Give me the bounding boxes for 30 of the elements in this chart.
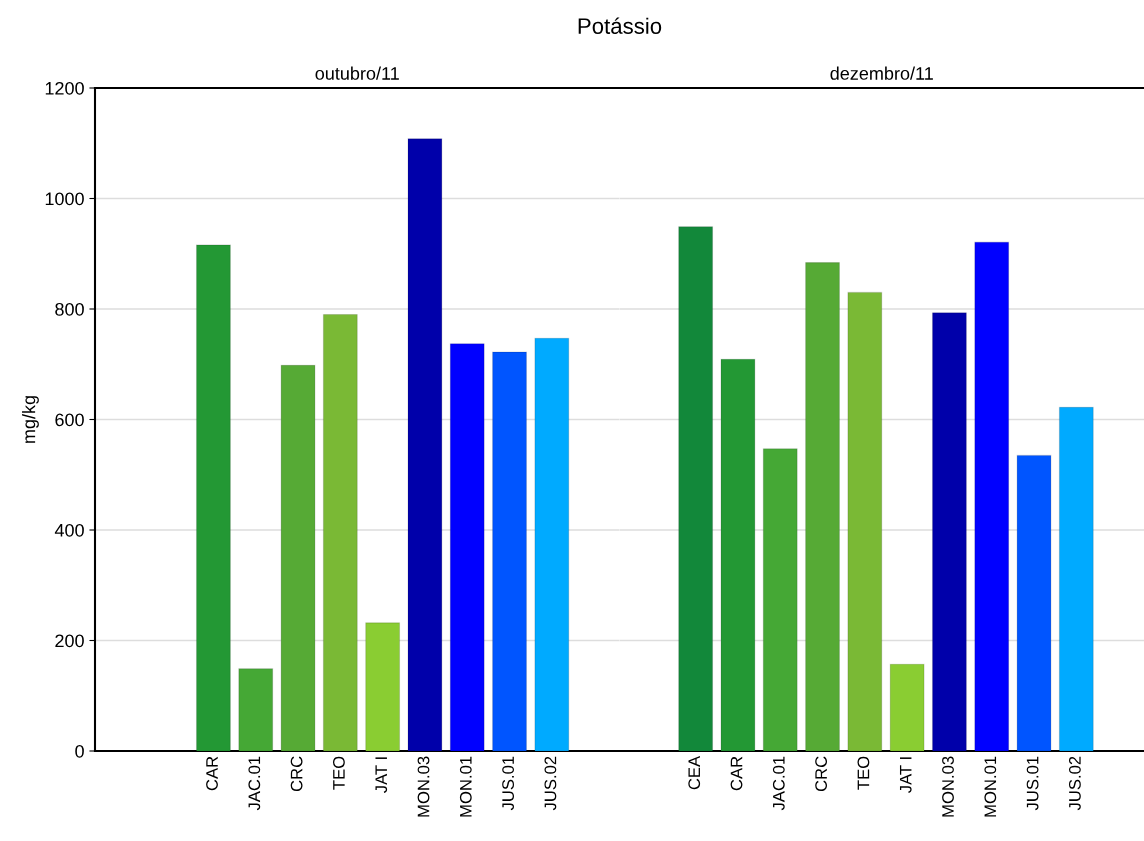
x-tick-label: TEO — [333, 756, 345, 790]
x-tick-label: MON.01 — [984, 756, 997, 817]
x-tick-label: JAT I — [375, 757, 388, 793]
text: Potássio — [578, 17, 662, 34]
y-tick-label: 800 — [55, 302, 84, 316]
y-axis-title: mg/kg — [22, 396, 39, 443]
x-tick-label: JUS.01 — [1026, 756, 1039, 811]
x-tick-label: CAR — [206, 756, 218, 791]
x-tick-label: JAT I — [899, 757, 912, 793]
x-tick-label: JAC.01 — [772, 756, 785, 811]
y-tick-label: 1200 — [45, 81, 84, 95]
x-tick-label: CRC — [815, 756, 828, 792]
x-tick-label: CRC — [290, 756, 303, 792]
x-tick-label: TEO — [857, 756, 870, 790]
y-tick-label: 400 — [54, 523, 84, 537]
chart-subtitle: outubro/11 — [315, 66, 399, 80]
chart-subtitle: dezembro/11 — [830, 66, 933, 80]
y-tick-label: 200 — [55, 634, 84, 648]
x-tick-label: MON.01 — [459, 756, 472, 817]
x-tick-label: JUS.02 — [1068, 756, 1081, 811]
x-tick-label: CEA — [688, 755, 701, 790]
y-tick-label: 0 — [75, 744, 84, 758]
x-tick-label: JUS.01 — [502, 756, 514, 811]
x-tick-label: MON.03 — [942, 756, 954, 817]
x-tick-label: CAR — [730, 756, 743, 791]
y-tick-label: 1000 — [45, 192, 84, 206]
x-tick-label: JUS.02 — [544, 756, 557, 811]
x-tick-label: MON.03 — [417, 756, 430, 817]
y-tick-label: 600 — [55, 413, 84, 427]
x-tick-label: JAC.01 — [248, 756, 261, 811]
